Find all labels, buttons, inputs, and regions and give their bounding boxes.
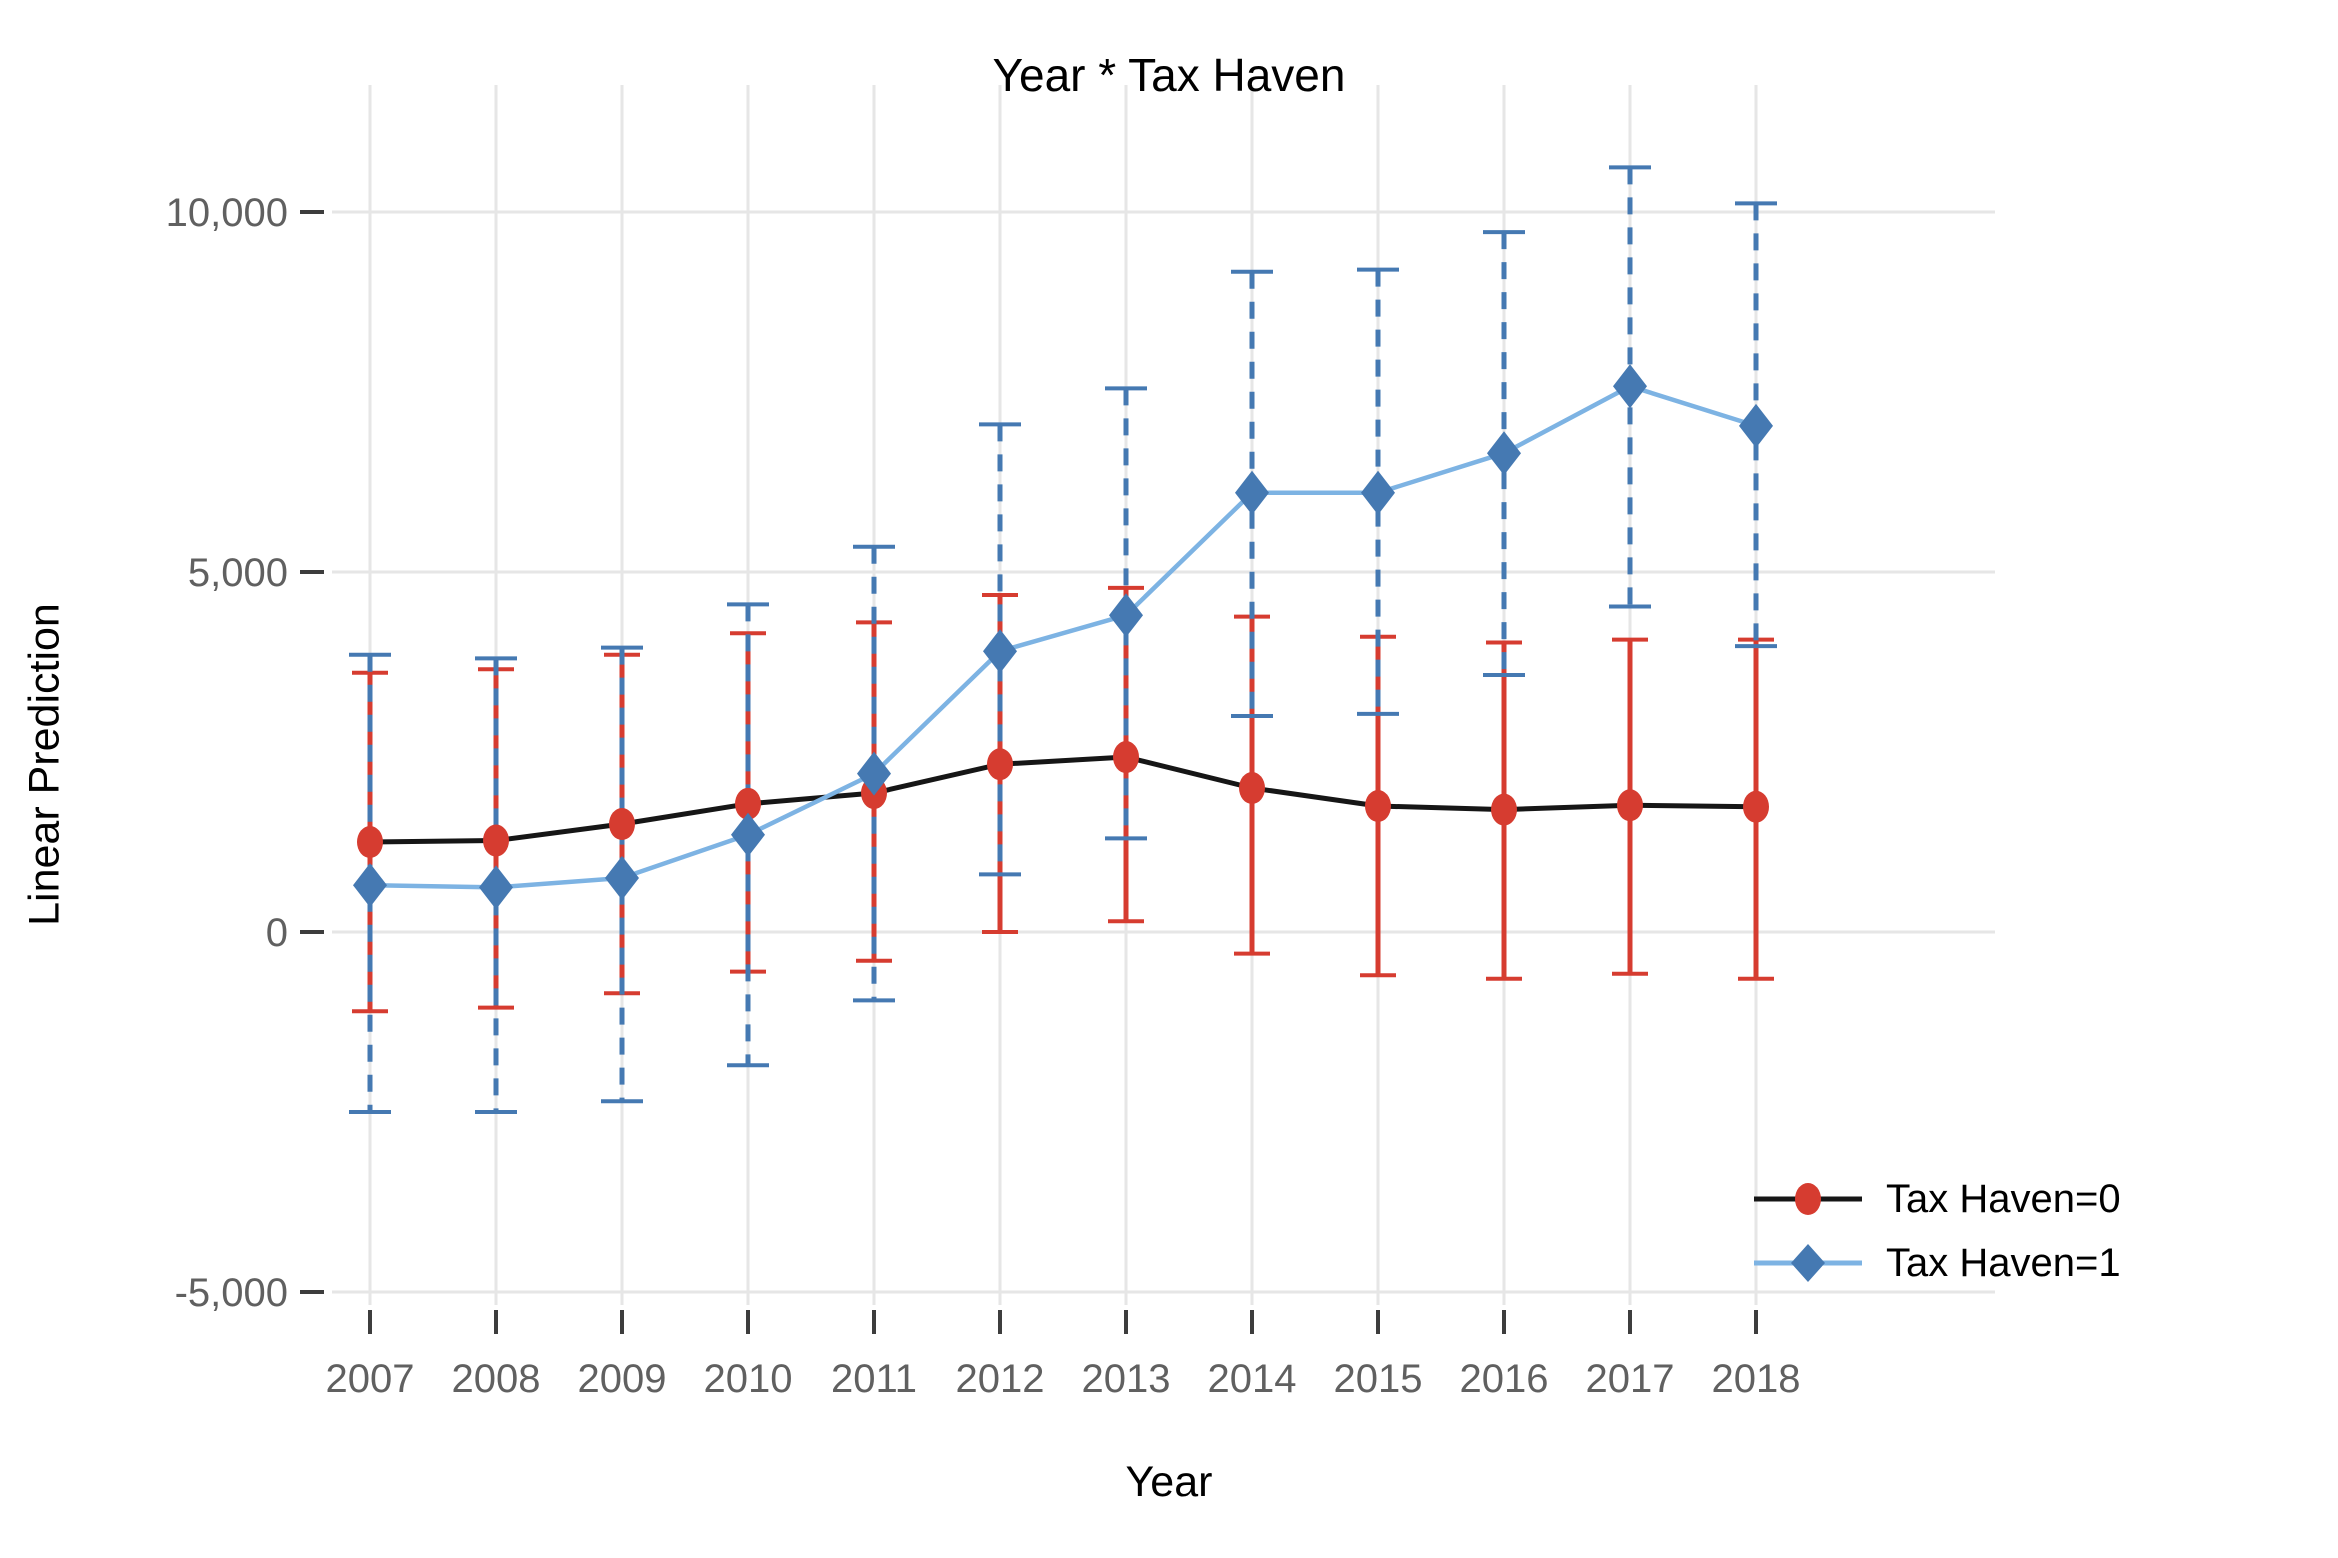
- marker-diamond: [1235, 470, 1269, 515]
- marker-circle: [609, 808, 635, 840]
- x-tick-label: 2009: [578, 1357, 667, 1401]
- marker-diamond: [1739, 403, 1773, 448]
- marker-circle: [1743, 790, 1769, 823]
- marker-circle: [1239, 772, 1265, 804]
- legend-item-tax-haven-0: Tax Haven=0: [1752, 1176, 2121, 1222]
- marker-diamond: [731, 812, 765, 857]
- y-tick-label: 0: [266, 911, 288, 955]
- x-tick-label: 2011: [831, 1357, 917, 1401]
- legend-label: Tax Haven=0: [1886, 1176, 2121, 1221]
- legend: Tax Haven=0 Tax Haven=1: [1752, 1176, 2121, 1286]
- x-tick-label: 2015: [1334, 1357, 1423, 1401]
- marker-circle: [1617, 789, 1643, 822]
- marker-circle: [1113, 741, 1139, 774]
- marker-circle: [735, 787, 761, 820]
- marker-diamond: [1613, 364, 1647, 409]
- legend-swatch-line-diamond: [1754, 1244, 1862, 1282]
- marker-circle: [483, 824, 509, 857]
- x-tick-label: 2008: [452, 1357, 541, 1401]
- chart-title: Year * Tax Haven: [992, 49, 1346, 101]
- y-axis-title: Linear Prediction: [20, 603, 69, 926]
- marker-diamond: [1361, 470, 1395, 515]
- marker-circle: [357, 826, 383, 858]
- y-tick-label: 10,000: [166, 191, 288, 235]
- x-tick-label: 2018: [1712, 1357, 1801, 1401]
- y-tick-label: 5,000: [188, 551, 288, 595]
- x-tick-label: 2012: [956, 1357, 1045, 1401]
- x-axis-title: Year: [1125, 1458, 1213, 1506]
- marker-diamond: [1109, 593, 1143, 638]
- x-tick-label: 2013: [1082, 1357, 1171, 1401]
- x-tick-label: 2017: [1586, 1357, 1675, 1401]
- legend-item-tax-haven-1: Tax Haven=1: [1752, 1240, 2121, 1286]
- x-tick-label: 2010: [704, 1357, 793, 1401]
- marker-circle: [1365, 790, 1391, 822]
- marker-diamond: [983, 629, 1017, 674]
- marker-diamond: [605, 856, 639, 900]
- series-line-0: [369, 754, 1757, 845]
- x-tick-label: 2016: [1460, 1357, 1549, 1401]
- x-tick-label: 2014: [1208, 1357, 1297, 1401]
- y-tick-label: -5,000: [175, 1271, 288, 1315]
- legend-label: Tax Haven=1: [1886, 1240, 2121, 1285]
- marker-diamond: [1487, 431, 1521, 476]
- series-line-1: [369, 383, 1757, 890]
- x-tick-label: 2007: [326, 1357, 415, 1401]
- marker-circle: [1491, 793, 1517, 826]
- marker-diamond: [857, 751, 891, 796]
- marker-circle: [987, 748, 1013, 781]
- legend-swatch-line-circle: [1754, 1183, 1862, 1215]
- marker-diamond: [353, 863, 387, 908]
- marker-diamond: [479, 865, 513, 910]
